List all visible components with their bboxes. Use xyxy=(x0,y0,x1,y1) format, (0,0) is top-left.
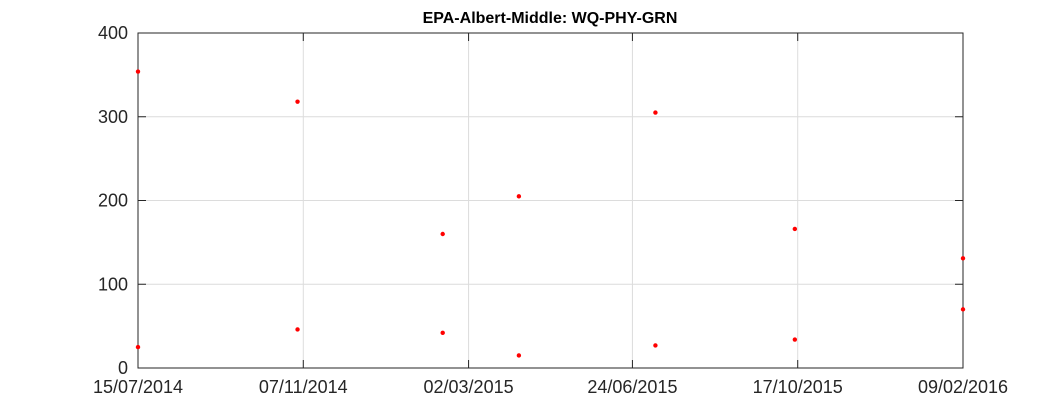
data-point xyxy=(135,69,141,74)
data-point xyxy=(653,343,658,348)
y-tick-label: 200 xyxy=(98,191,128,211)
y-tick-label: 100 xyxy=(98,274,128,294)
data-point xyxy=(440,231,445,237)
y-tick-label: 400 xyxy=(98,23,128,43)
data-point xyxy=(295,327,300,332)
x-tick-label: 15/07/2014 xyxy=(93,377,183,397)
x-tick-label: 09/02/2016 xyxy=(918,377,1008,397)
tick-labels: 15/07/2014 07/11/2014 02/03/2015 24/06/2015… xyxy=(93,23,1008,397)
data-point xyxy=(653,110,658,115)
x-tick-label: 02/03/2015 xyxy=(424,377,514,397)
data-points xyxy=(135,69,966,358)
data-point xyxy=(792,226,798,232)
data-point xyxy=(516,353,522,358)
data-point xyxy=(135,344,141,350)
plot-area-border xyxy=(137,32,964,369)
grid-lines xyxy=(138,33,963,368)
y-tick-label: 300 xyxy=(98,107,128,127)
y-tick-label: 0 xyxy=(118,358,128,378)
data-point xyxy=(792,337,798,342)
data-point xyxy=(960,256,966,261)
data-point xyxy=(960,307,966,312)
data-point xyxy=(295,99,300,104)
x-tick-label: 07/11/2014 xyxy=(259,377,348,397)
x-tick-label: 17/10/2015 xyxy=(753,377,843,397)
x-tick-label: 24/06/2015 xyxy=(587,377,677,397)
data-point xyxy=(440,330,445,336)
data-point xyxy=(516,194,522,199)
chart-title: EPA-Albert-Middle: WQ-PHY-GRN xyxy=(423,10,678,27)
